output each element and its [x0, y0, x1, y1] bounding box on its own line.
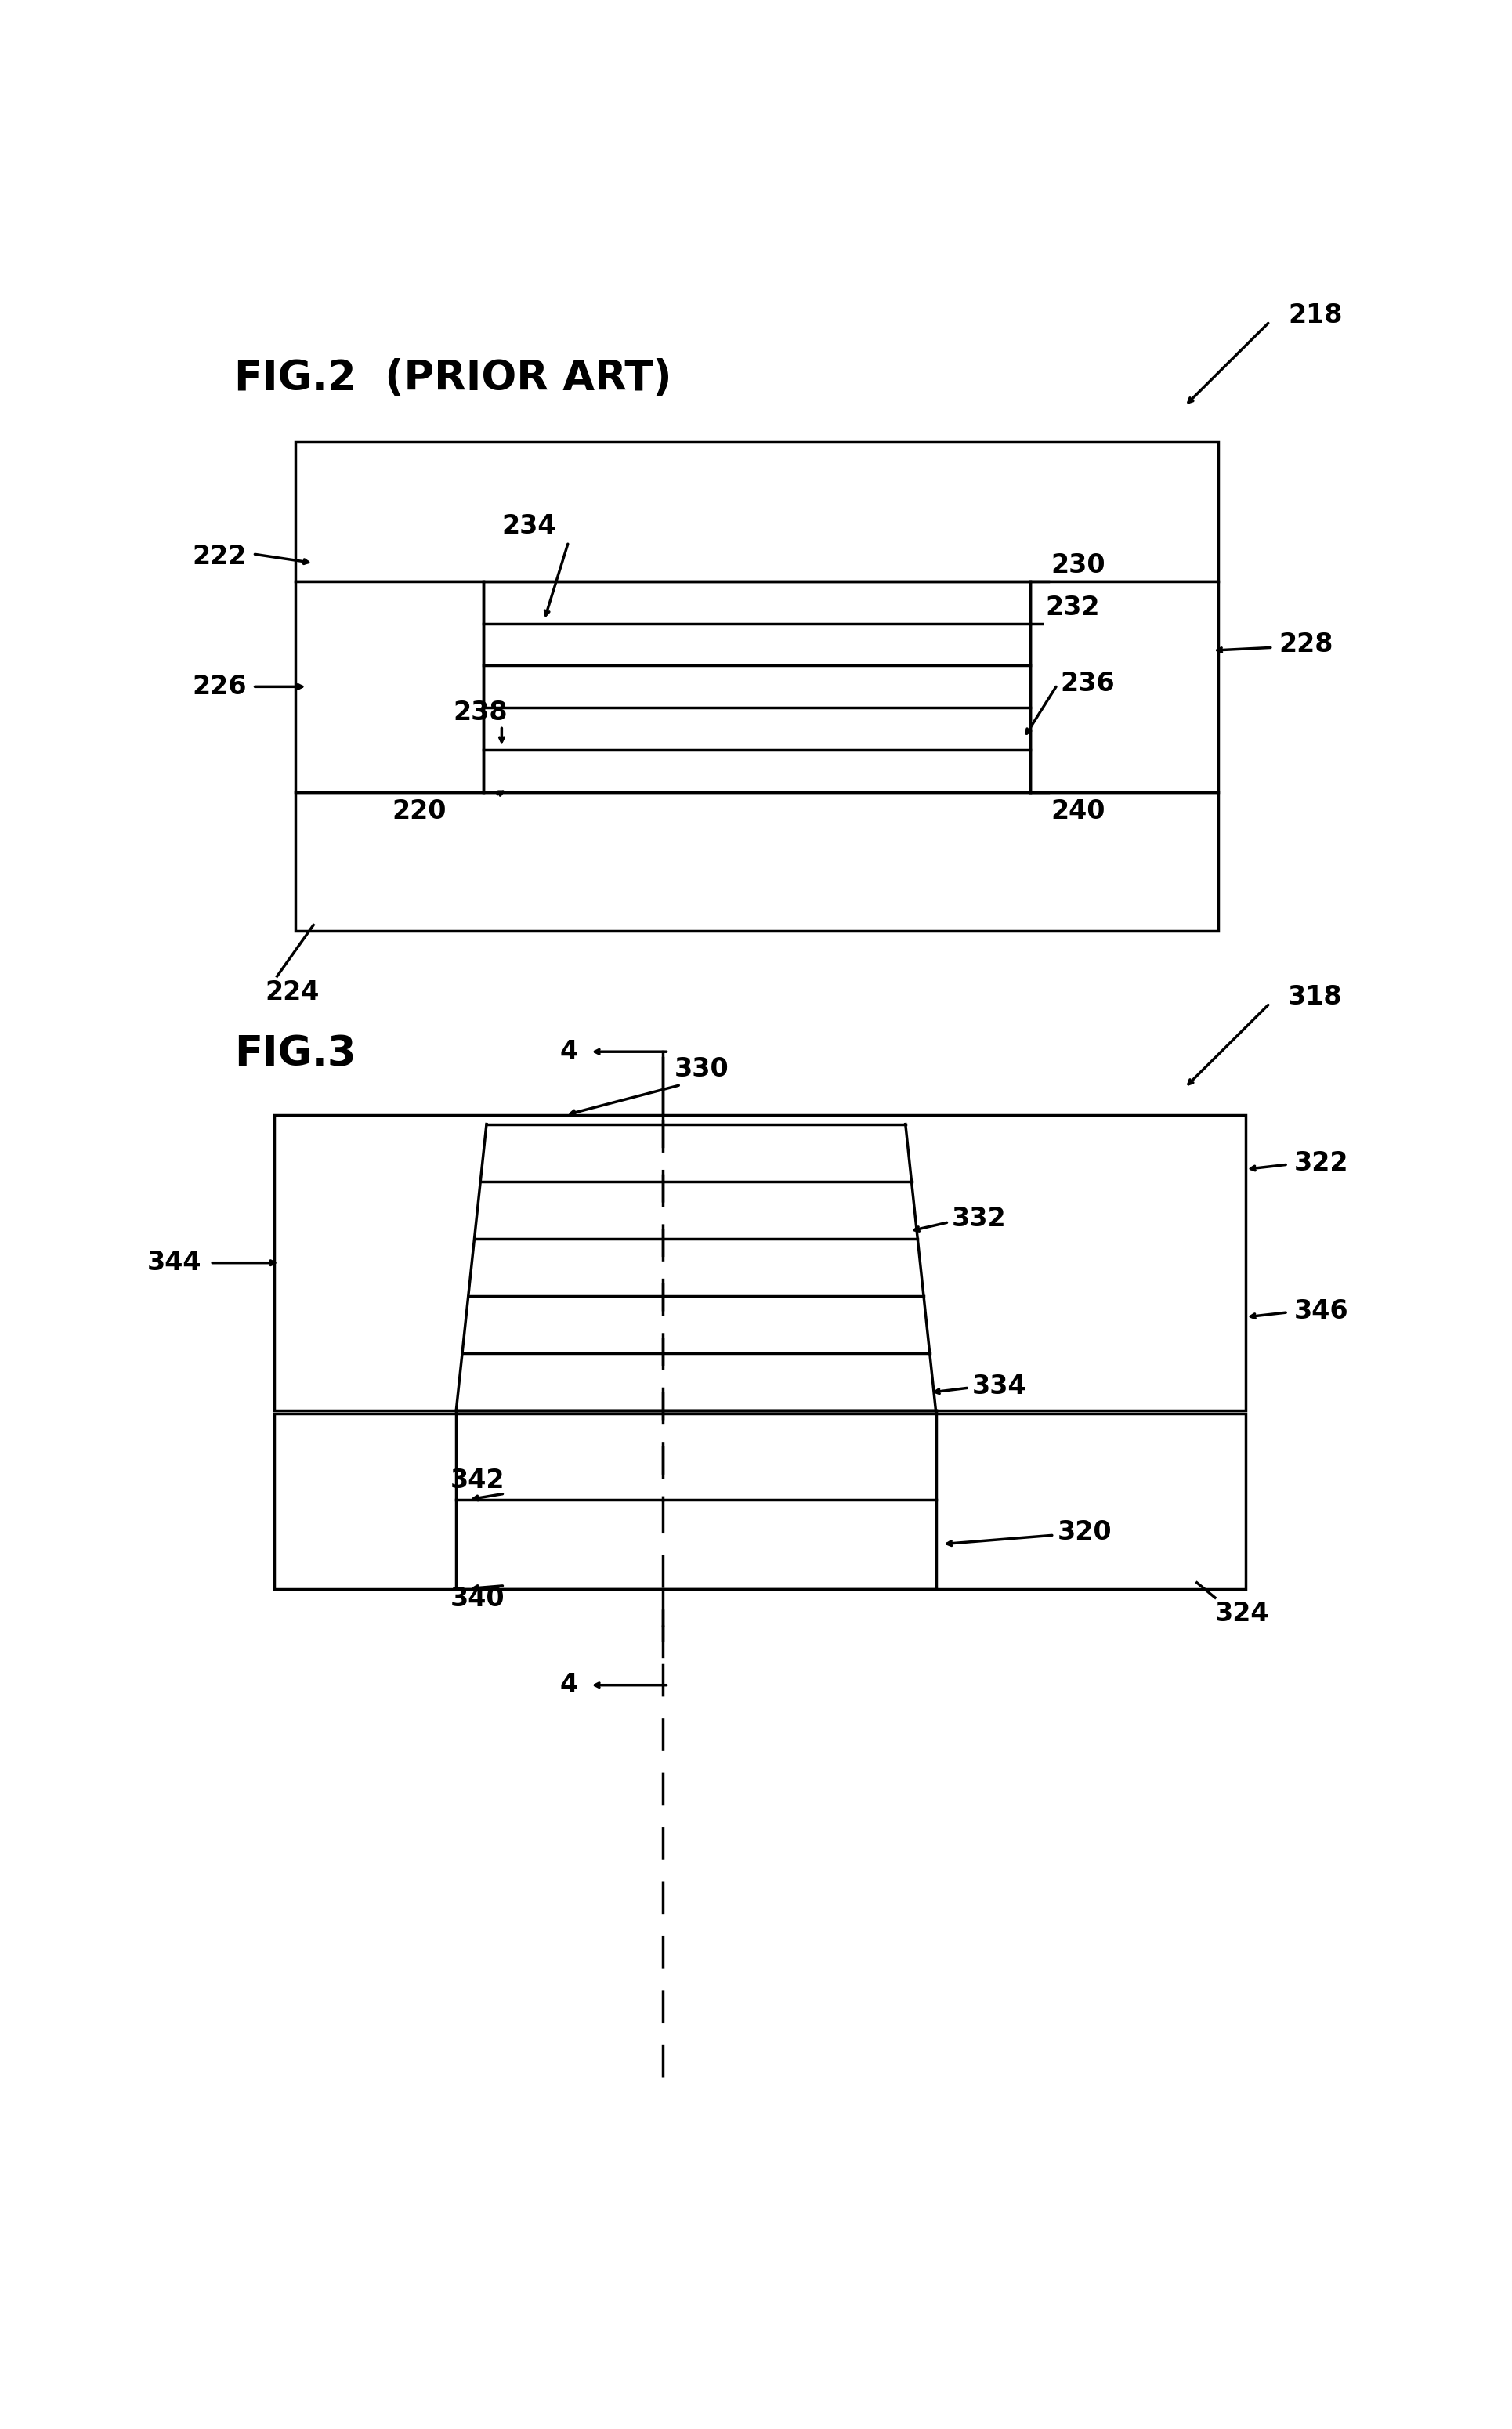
Bar: [295, 792, 1219, 930]
Text: 346: 346: [1294, 1297, 1349, 1324]
Bar: [295, 442, 1219, 581]
Text: 322: 322: [1294, 1151, 1349, 1176]
Text: 232: 232: [1045, 595, 1099, 619]
Text: FIG.3: FIG.3: [234, 1035, 357, 1074]
Text: 320: 320: [1057, 1518, 1111, 1545]
Text: 226: 226: [192, 673, 246, 700]
Text: 4: 4: [559, 1040, 578, 1064]
Text: FIG.2  (PRIOR ART): FIG.2 (PRIOR ART): [234, 357, 671, 398]
Text: 238: 238: [454, 700, 508, 726]
Text: 240: 240: [1051, 799, 1105, 823]
Bar: [274, 1414, 1246, 1589]
Text: 224: 224: [265, 979, 319, 1006]
Bar: [1030, 581, 1219, 792]
Text: 344: 344: [147, 1251, 201, 1275]
Text: 332: 332: [953, 1207, 1007, 1232]
Text: 234: 234: [502, 513, 556, 539]
Text: 220: 220: [393, 799, 448, 823]
Text: 330: 330: [674, 1057, 729, 1081]
Text: 4: 4: [559, 1671, 578, 1698]
Text: 342: 342: [451, 1467, 505, 1494]
Text: 222: 222: [192, 544, 246, 571]
Text: 230: 230: [1051, 551, 1105, 578]
Text: 324: 324: [1216, 1601, 1270, 1627]
Text: 218: 218: [1288, 304, 1343, 328]
Bar: [274, 1115, 1246, 1411]
Text: 334: 334: [972, 1375, 1027, 1399]
Text: 236: 236: [1060, 670, 1114, 697]
Bar: [295, 581, 484, 792]
Text: 318: 318: [1288, 984, 1343, 1010]
Text: 228: 228: [1279, 632, 1334, 658]
Text: 340: 340: [451, 1586, 505, 1610]
